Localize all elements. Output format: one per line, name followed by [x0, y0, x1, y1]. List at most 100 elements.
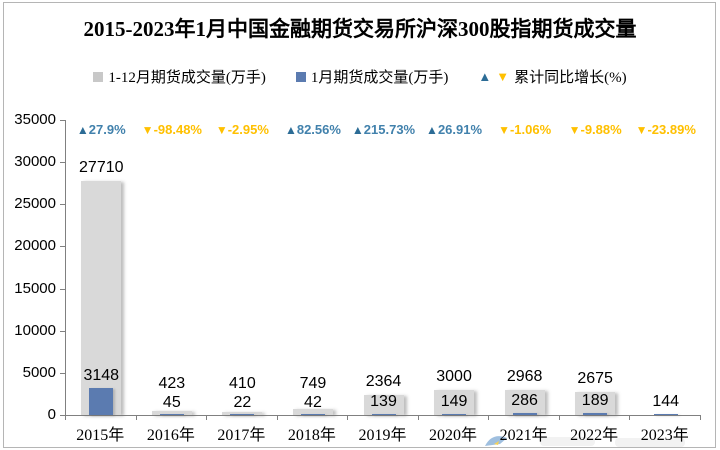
y-axis-tickmark	[60, 162, 65, 164]
y-axis-tickmark	[60, 372, 65, 374]
legend-item-growth: ▲ ▼ 累计同比增长(%)	[478, 66, 626, 87]
growth-value: 215.73%	[363, 122, 416, 137]
growth-marker: ▲26.91%	[426, 122, 482, 137]
x-axis-category-label: 2018年	[287, 427, 336, 444]
watermark-logo-icon	[485, 436, 507, 446]
down-triangle-icon: ▼	[568, 123, 581, 137]
annual-value-label: 27710	[79, 159, 124, 177]
january-volume-bar	[89, 388, 114, 415]
y-axis-tick-label: 30000	[14, 153, 56, 171]
x-axis-tickmark	[417, 416, 419, 420]
y-axis-tick-label: 0	[47, 406, 56, 423]
x-axis-tickmark	[488, 416, 490, 420]
january-volume-bar	[653, 413, 678, 415]
y-axis-tickmark	[60, 330, 65, 332]
x-axis-category-label: 2023年	[640, 427, 689, 444]
y-axis-tick-label: 35000	[14, 111, 56, 128]
growth-marker: ▲82.56%	[285, 122, 341, 137]
january-value-label: 3148	[83, 367, 120, 385]
legend-label-growth: 累计同比增长(%)	[514, 70, 627, 86]
january-value-label: 42	[304, 393, 322, 411]
january-value-label: 22	[233, 393, 252, 411]
y-axis-tickmark	[60, 120, 65, 121]
up-triangle-icon: ▲	[351, 123, 364, 137]
growth-value: -2.95%	[227, 122, 269, 137]
january-volume-bar	[300, 414, 325, 415]
growth-value: -23.89%	[647, 122, 696, 137]
annual-volume-bar	[222, 411, 263, 415]
growth-marker: ▼-23.89%	[636, 122, 696, 137]
x-axis-tickmark	[206, 416, 208, 420]
january-value-label: 144	[652, 392, 680, 410]
blue-square-swatch	[295, 71, 306, 82]
gray-square-swatch	[93, 71, 104, 82]
up-triangle-icon: ▲	[478, 69, 492, 84]
x-axis-tickmark	[65, 416, 66, 420]
growth-marker: ▼-1.06%	[498, 122, 551, 137]
annual-volume-bar	[434, 389, 475, 415]
growth-value: 82.56%	[296, 122, 341, 137]
x-axis-tickmark	[629, 416, 631, 420]
x-axis-tickmark	[347, 416, 349, 420]
down-triangle-icon: ▼	[496, 69, 510, 84]
up-triangle-icon: ▲	[284, 123, 297, 137]
annual-value-label: 410	[229, 374, 256, 392]
x-axis-category-label: 2021年	[499, 427, 548, 444]
annual-value-label: 2675	[577, 370, 613, 388]
annual-value-label: 2364	[365, 373, 402, 391]
x-axis-category-label: 2016年	[146, 427, 195, 444]
annual-value-label: 749	[299, 374, 327, 392]
y-axis-tickmark	[60, 415, 65, 416]
january-volume-bar	[512, 412, 537, 415]
annual-volume-bar	[504, 389, 545, 415]
y-axis-tickmark	[60, 246, 65, 248]
y-axis-tick-label: 20000	[14, 237, 56, 255]
down-triangle-icon: ▼	[141, 123, 154, 137]
january-value-label: 189	[581, 392, 609, 410]
up-triangle-icon: ▲	[426, 123, 438, 137]
y-axis-tick-label: 15000	[14, 279, 56, 297]
growth-value: -98.48%	[153, 122, 202, 137]
watermark-smudge	[540, 437, 595, 446]
growth-marker: ▼-98.48%	[142, 122, 202, 137]
chart-title: 2015-2023年1月中国金融期货交易所沪深300股指期货成交量	[83, 17, 637, 41]
x-axis-tickmark	[558, 416, 560, 420]
legend-label-annual: 1-12月期货成交量(万手)	[108, 70, 266, 86]
legend-label-january: 1月期货成交量(万手)	[310, 70, 449, 86]
x-axis-category-label: 2022年	[570, 427, 619, 444]
x-axis-tickmark	[135, 416, 137, 420]
annual-volume-bar	[81, 181, 122, 415]
january-volume-bar	[371, 413, 396, 415]
growth-marker: ▲27.9%	[77, 122, 126, 137]
down-triangle-icon: ▼	[215, 123, 228, 137]
y-axis-tick-label: 5000	[22, 363, 56, 381]
growth-marker: ▼-2.95%	[216, 122, 269, 137]
annual-volume-bar	[575, 392, 616, 415]
annual-volume-bar	[151, 411, 192, 415]
growth-value: 27.9%	[88, 122, 126, 137]
growth-value: -9.88%	[580, 122, 622, 137]
y-axis-tick-label: 10000	[14, 321, 56, 339]
y-axis-tick-label: 25000	[14, 195, 56, 213]
january-volume-bar	[230, 414, 255, 415]
january-volume-bar	[159, 414, 184, 415]
january-value-label: 286	[511, 391, 538, 409]
annual-volume-bar	[363, 395, 404, 415]
legend-item-january-volume: 1月期货成交量(万手)	[295, 66, 449, 87]
annual-value-label: 423	[158, 374, 186, 392]
y-axis-tickmark	[60, 288, 65, 290]
january-value-label: 149	[440, 392, 468, 410]
annual-volume-bar	[292, 408, 333, 415]
x-axis-category-label: 2017年	[217, 427, 266, 444]
down-triangle-icon: ▼	[635, 123, 648, 137]
growth-marker: ▼-9.88%	[569, 122, 622, 137]
y-axis-tickmark	[60, 204, 65, 206]
annual-value-label: 3000	[436, 367, 472, 385]
growth-value: 26.91%	[437, 122, 483, 137]
growth-marker: ▲215.73%	[352, 122, 415, 137]
legend-item-annual-volume: 1-12月期货成交量(万手)	[93, 66, 266, 87]
january-volume-bar	[442, 413, 467, 415]
january-value-label: 139	[370, 392, 397, 410]
annual-value-label: 2968	[506, 367, 543, 385]
